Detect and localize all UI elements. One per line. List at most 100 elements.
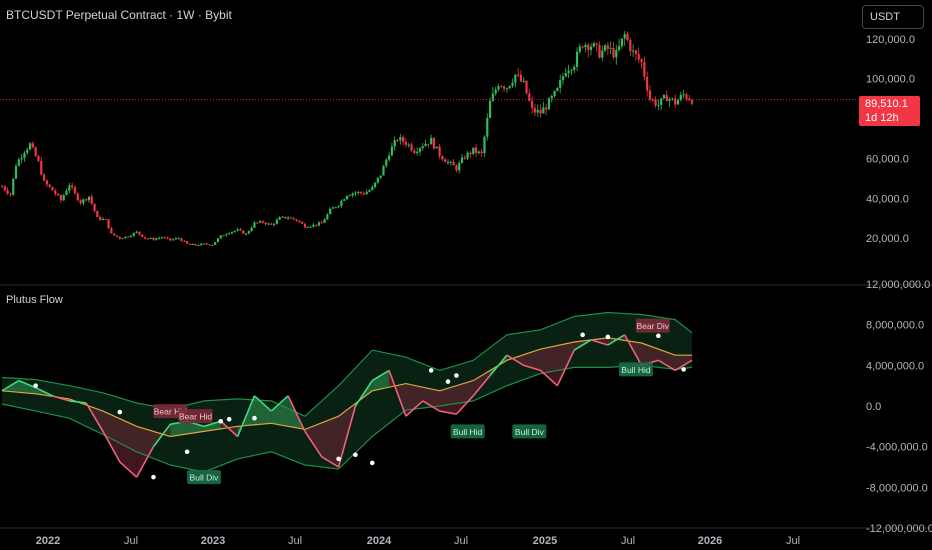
candle[interactable] [365, 191, 368, 195]
candle[interactable] [578, 46, 581, 52]
candle[interactable] [648, 90, 652, 100]
candle[interactable] [618, 46, 621, 51]
candle[interactable] [121, 238, 124, 240]
price-pane[interactable] [0, 31, 858, 247]
candle[interactable] [589, 46, 593, 51]
candle[interactable] [404, 141, 408, 145]
bull-label[interactable]: Bull Div [512, 424, 547, 439]
candle[interactable] [169, 238, 172, 241]
candle[interactable] [463, 157, 466, 159]
candle[interactable] [129, 235, 133, 237]
candle[interactable] [34, 147, 37, 157]
candle[interactable] [550, 96, 553, 99]
candle[interactable] [264, 222, 267, 225]
candle[interactable] [637, 54, 640, 60]
candle[interactable] [295, 219, 298, 221]
candle[interactable] [466, 152, 469, 159]
candle[interactable] [180, 238, 183, 241]
candle[interactable] [87, 196, 91, 201]
candle[interactable] [497, 86, 500, 90]
candle[interactable] [143, 236, 147, 239]
candle[interactable] [222, 235, 225, 237]
candle[interactable] [253, 222, 256, 228]
currency-button[interactable]: USDT [862, 5, 924, 29]
candle[interactable] [441, 156, 444, 160]
candle[interactable] [646, 76, 649, 91]
bull-label[interactable]: Bull Hid [618, 362, 653, 377]
candle[interactable] [444, 159, 447, 163]
candle[interactable] [587, 44, 590, 51]
candle[interactable] [73, 187, 77, 194]
candle[interactable] [244, 233, 248, 235]
candle[interactable] [40, 160, 43, 175]
candle[interactable] [609, 47, 612, 49]
candle[interactable] [500, 86, 503, 88]
candle[interactable] [3, 186, 6, 191]
candle[interactable] [211, 244, 214, 246]
candle[interactable] [688, 98, 691, 101]
candle[interactable] [573, 66, 576, 71]
candle[interactable] [446, 162, 450, 164]
candle[interactable] [287, 217, 290, 219]
candle[interactable] [110, 228, 113, 234]
candle[interactable] [505, 88, 508, 90]
candle[interactable] [157, 237, 161, 239]
candle[interactable] [676, 100, 680, 105]
candle[interactable] [65, 190, 68, 196]
candle[interactable] [124, 236, 127, 239]
candle[interactable] [460, 157, 464, 163]
candle[interactable] [152, 237, 155, 240]
candle[interactable] [620, 38, 624, 47]
candle[interactable] [26, 149, 29, 153]
candle[interactable] [312, 224, 315, 227]
candle[interactable] [284, 216, 287, 219]
candle[interactable] [0, 186, 4, 188]
candle[interactable] [413, 150, 416, 154]
candle[interactable] [514, 74, 517, 83]
candle[interactable] [101, 219, 105, 221]
candle[interactable] [191, 243, 194, 245]
bear-label[interactable]: Bear Hid [178, 409, 213, 424]
candle[interactable] [651, 99, 654, 101]
candle[interactable] [172, 239, 175, 241]
candle[interactable] [385, 159, 388, 166]
candle[interactable] [469, 152, 472, 155]
candle[interactable] [536, 109, 539, 113]
candle[interactable] [200, 243, 203, 246]
candle[interactable] [357, 191, 360, 193]
candle[interactable] [421, 146, 424, 149]
candle[interactable] [208, 244, 211, 246]
candle[interactable] [59, 195, 63, 201]
candle[interactable] [230, 231, 234, 234]
candle[interactable] [236, 229, 239, 231]
candle[interactable] [477, 151, 480, 153]
candle[interactable] [519, 74, 523, 82]
candle[interactable] [301, 221, 304, 224]
candle[interactable] [601, 50, 604, 58]
candle[interactable] [194, 243, 197, 246]
candle[interactable] [368, 189, 371, 192]
candle[interactable] [564, 73, 567, 77]
candle[interactable] [82, 199, 85, 204]
candle[interactable] [281, 216, 284, 218]
candle[interactable] [146, 238, 149, 240]
candle[interactable] [632, 50, 635, 52]
candle[interactable] [402, 137, 405, 142]
candle[interactable] [138, 231, 141, 235]
candle[interactable] [340, 200, 343, 206]
candle[interactable] [533, 108, 537, 113]
candle[interactable] [424, 143, 427, 147]
candle[interactable] [674, 98, 677, 105]
candle[interactable] [525, 80, 528, 94]
candle[interactable] [427, 143, 430, 145]
candle[interactable] [28, 143, 32, 150]
candle[interactable] [351, 193, 354, 196]
candle[interactable] [42, 174, 46, 181]
candle[interactable] [326, 214, 329, 220]
candle[interactable] [517, 74, 520, 76]
candle[interactable] [93, 203, 96, 211]
candle[interactable] [197, 245, 200, 247]
candle[interactable] [17, 159, 20, 166]
candle[interactable] [48, 184, 51, 187]
candle[interactable] [354, 192, 357, 194]
